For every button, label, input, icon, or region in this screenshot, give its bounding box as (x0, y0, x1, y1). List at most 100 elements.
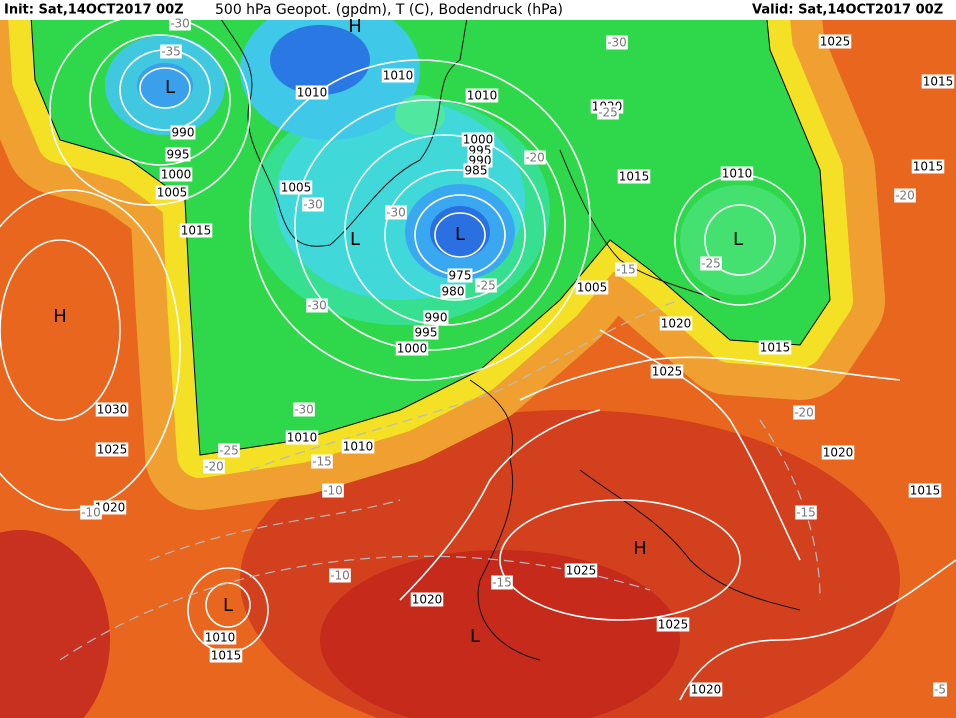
isobar-label-box (203, 630, 237, 645)
isobar-label-box (617, 169, 651, 184)
isobar-label: 1010 (287, 431, 318, 445)
temperature-label-box (597, 105, 619, 120)
isobar-label-box (410, 592, 444, 607)
isobar-label-box (564, 563, 598, 578)
isobar-label: 1020 (412, 593, 443, 607)
temperature-label-group: -15 (491, 575, 513, 590)
isobar-label-box (720, 166, 754, 181)
isobar-label: 1020 (661, 317, 692, 331)
isobar-label-box (821, 445, 855, 460)
isobar-label: 1025 (652, 365, 683, 379)
isobar-label-group: 1000 (461, 132, 495, 147)
map-title: 500 hPa Geopot. (gpdm), T (C), Bodendruc… (215, 2, 563, 18)
init-time: Init: Sat,14OCT2017 00Z (4, 3, 184, 18)
temperature-label: -15 (312, 455, 332, 469)
isobar-label-box (179, 223, 213, 238)
temperature-label-box (524, 150, 546, 165)
temperature-label-box (491, 575, 513, 590)
temperature-label-box (894, 188, 916, 203)
isobar-label-group: 1015 (179, 223, 213, 238)
isobar-label-box (209, 648, 243, 663)
isobar-label-box (413, 325, 439, 340)
temperature-label: -20 (525, 151, 545, 165)
isobar-label: 1000 (161, 168, 192, 182)
isobar-label-group: 1020 (821, 445, 855, 460)
isobar-label: 1025 (820, 35, 851, 49)
isobar-label-group: 1020 (689, 682, 723, 697)
temperature-label-box (615, 262, 637, 277)
isobar-label-group: 1000 (395, 341, 429, 356)
isobar-label: 995 (415, 326, 438, 340)
isobar-label: 1015 (913, 160, 944, 174)
temperature-label-box (80, 505, 102, 520)
coldest-area (137, 63, 193, 107)
isobar-label-box (818, 34, 852, 49)
temperature-label-group: -15 (311, 454, 333, 469)
temperature-label-group: -30 (606, 35, 628, 50)
isobar-label: 985 (465, 164, 488, 178)
pressure-center: L (733, 229, 743, 250)
isobar-label-box (656, 617, 690, 632)
isobar-label: 1010 (467, 89, 498, 103)
isobar-label: 1015 (910, 484, 941, 498)
temperature-label: -5 (934, 683, 946, 697)
isobar-label-group: 1015 (617, 169, 651, 184)
isobar-label-box (463, 163, 489, 178)
temperature-label-group: -10 (80, 505, 102, 520)
coastline (469, 149, 801, 661)
temperature-label-box (606, 35, 628, 50)
temperature-label-box (160, 44, 182, 59)
temperature-label-group: -20 (524, 150, 546, 165)
coldest-area (270, 25, 370, 95)
temperature-label: -15 (492, 576, 512, 590)
temperature-label-group: -20 (203, 459, 225, 474)
isobar-label-group: 1005 (279, 180, 313, 195)
temperature-label-box (795, 505, 817, 520)
isobar-label-box (95, 442, 129, 457)
temperature-label: -15 (616, 263, 636, 277)
temperature-label-group: -25 (700, 256, 722, 271)
isobar-label-group: 1010 (720, 166, 754, 181)
temperature-label-group: -30 (302, 197, 324, 212)
temperature-label-box (218, 443, 240, 458)
isobar-label-group: 1010 (381, 68, 415, 83)
coldest-area (430, 206, 490, 258)
isobar-label-group: 1030 (95, 402, 129, 417)
coastline (209, 0, 471, 247)
temperature-label: -20 (204, 460, 224, 474)
temperature-label-group: -10 (329, 568, 351, 583)
isobar-label: 1015 (760, 341, 791, 355)
isobar-label: 1000 (463, 133, 494, 147)
header-bar (0, 0, 956, 20)
isobar-label-box (461, 132, 495, 147)
isobar-label: 1025 (97, 443, 128, 457)
isobar-label-box (285, 430, 319, 445)
temperature-label-box (311, 454, 333, 469)
temperature-label-box (793, 405, 815, 420)
isobar-label-box (465, 88, 499, 103)
isobar-label: 1000 (397, 342, 428, 356)
isobar-label: 1005 (281, 181, 312, 195)
isobar-label-group: 1025 (650, 364, 684, 379)
temperature-label: -30 (386, 206, 406, 220)
temperature-label: -30 (303, 198, 323, 212)
isobar-label-group: 1025 (564, 563, 598, 578)
isobar-label-group: 1010 (285, 430, 319, 445)
isobar-label: 1020 (95, 501, 126, 515)
isobar-label-group: 1025 (656, 617, 690, 632)
isobar-label-box (908, 483, 942, 498)
temperature-label-group: -30 (169, 16, 191, 31)
isobar-label-group: 1010 (203, 630, 237, 645)
isobar-label-group: 980 (440, 284, 466, 299)
temperature-label-box (322, 483, 344, 498)
isobar-label: 1010 (343, 440, 374, 454)
isobar-label-group: 985 (463, 163, 489, 178)
temperature-label: -30 (294, 403, 314, 417)
isobar-label-group: 995 (413, 325, 439, 340)
temperature-label-box (302, 197, 324, 212)
temperature-label-group: -10 (322, 483, 344, 498)
isobar-label: 1010 (383, 69, 414, 83)
temperature-label: -10 (323, 484, 343, 498)
temperature-label-group: -5 (933, 682, 947, 697)
isobar-label-group: 1015 (921, 74, 955, 89)
